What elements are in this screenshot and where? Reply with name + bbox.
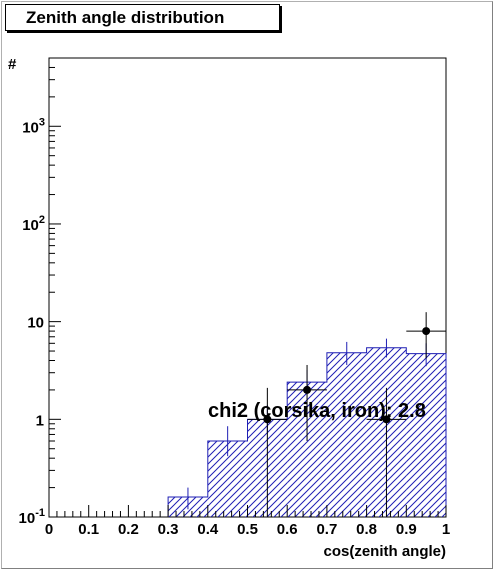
histogram-bar [406, 353, 446, 517]
y-tick-label: 102 [22, 214, 45, 234]
x-tick-label: 0.4 [197, 521, 219, 538]
y-tick-label: 10 [27, 315, 44, 332]
data-point [303, 385, 312, 394]
data-point [382, 415, 391, 424]
x-tick-label: 0.5 [237, 521, 258, 538]
data-point [422, 327, 431, 336]
x-tick-label: 0.6 [277, 521, 298, 538]
chi2-annotation: chi2 (corsika, iron): 2.8 [208, 400, 426, 422]
x-tick-label: 0.7 [316, 521, 337, 538]
data-point [263, 415, 272, 424]
y-tick-label: 103 [22, 116, 45, 136]
x-axis-label: cos(zenith angle) [323, 543, 446, 560]
histogram-bar [326, 352, 367, 517]
chart-title: Zenith angle distribution [5, 4, 280, 31]
x-tick-label: 0.9 [396, 521, 417, 538]
y-tick-label: 10-1 [19, 507, 45, 527]
y-tick-label: 1 [36, 412, 44, 429]
x-tick-label: 0.2 [118, 521, 139, 538]
x-tick-label: 0.8 [356, 521, 377, 538]
x-tick-label: 0 [45, 521, 53, 538]
y-axis-label: # [8, 56, 17, 73]
x-tick-label: 0.1 [78, 521, 99, 538]
x-tick-label: 1 [442, 521, 450, 538]
x-tick-label: 0.3 [158, 521, 179, 538]
